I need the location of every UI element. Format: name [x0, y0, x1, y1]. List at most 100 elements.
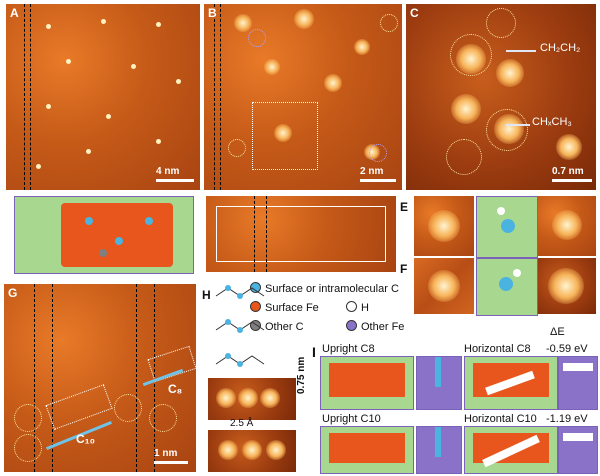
upright-c8-side-model	[416, 356, 462, 410]
highlight-circle	[450, 34, 492, 76]
panel-b-stm-image: B 2 nm	[204, 4, 402, 190]
adsorbate-spot	[176, 79, 181, 84]
upright-c10-label: Upright C10	[322, 413, 381, 425]
horizontal-c8-model	[464, 356, 558, 410]
adsorbate-blob	[274, 124, 292, 142]
c10-highlight-box	[45, 384, 113, 430]
panel-b-guide-line	[214, 4, 215, 190]
hydrogen-swatch-icon	[346, 301, 357, 312]
horizontal-c10-label: Horizontal C10	[464, 413, 537, 425]
carbon-atom	[499, 277, 513, 291]
height-label: 0.75 nm	[296, 356, 307, 394]
simulated-stm-strip	[206, 196, 396, 272]
horizontal-c8-side-model	[558, 356, 598, 410]
zoom-region-box	[252, 102, 318, 170]
legend-item-other-fe: Other Fe	[346, 320, 404, 333]
adsorbate-spot	[106, 114, 111, 119]
highlight-circle	[446, 139, 482, 175]
panel-c-stm-zoom: C CH₂CH₂ CHₓCH₃ 0.7 nm	[406, 4, 596, 190]
adsorbate-spot	[66, 59, 71, 64]
upright-c10-side-model	[416, 426, 462, 474]
adsorbate-blob	[234, 14, 252, 32]
panel-b-label: B	[208, 6, 217, 20]
panel-c-label: C	[410, 6, 419, 20]
feature	[216, 388, 236, 408]
adsorbate-spot	[36, 164, 41, 169]
panel-g-guide-line	[34, 284, 35, 472]
fe-layer	[329, 433, 405, 463]
feature	[266, 440, 286, 460]
highlight-circle	[486, 109, 528, 151]
surface-c-swatch-icon	[250, 282, 261, 293]
other-c-swatch-icon	[250, 320, 261, 331]
carbon-atom	[145, 217, 153, 225]
feature	[218, 440, 238, 460]
fe-layer	[61, 203, 173, 267]
legend-item-surface-c: Surface or intramolecular C	[250, 282, 399, 295]
adsorbate-blob	[354, 39, 370, 55]
adsorbate-blob	[324, 74, 342, 92]
panel-i-label: I	[312, 344, 316, 360]
panel-c-scale-bar: 0.7 nm	[552, 166, 592, 182]
panel-h-label: H	[202, 288, 211, 302]
panel-e-stm	[414, 196, 474, 256]
feature	[242, 440, 262, 460]
panel-f-stm	[414, 258, 474, 314]
feature	[260, 388, 280, 408]
molecule-feature	[428, 210, 460, 242]
legend-item-h: H	[346, 301, 369, 314]
adsorbate-spot	[131, 64, 136, 69]
adsorbate-spot	[46, 24, 51, 29]
chain	[563, 433, 593, 441]
panel-g-stm-image: C₁₀ C₈ G 1 nm	[4, 284, 196, 472]
simulated-feature	[552, 210, 582, 240]
panel-f-label: F	[400, 262, 408, 276]
highlight-circle	[114, 394, 142, 422]
chain	[435, 427, 441, 457]
chain	[563, 363, 593, 371]
panel-e-label: E	[400, 200, 409, 214]
panel-g-label: G	[8, 286, 18, 300]
panel-e-simulated	[538, 196, 596, 256]
c10-label: C₁₀	[76, 432, 96, 446]
legend-item-surface-fe: Surface Fe	[250, 301, 319, 314]
carbon-atom	[501, 219, 515, 233]
carbon-atom	[85, 217, 93, 225]
panel-g-scale-bar: 1 nm	[154, 448, 188, 464]
feature	[238, 388, 258, 408]
horizontal-c10-side-model	[558, 426, 598, 474]
adsorbate-spot	[156, 139, 161, 144]
panel-a-scale-bar: 4 nm	[156, 166, 194, 182]
surface-fe-swatch-icon	[250, 301, 261, 312]
simulated-feature	[548, 268, 584, 304]
panel-g-guide-line	[52, 284, 53, 472]
delta-e-header: ΔE	[550, 326, 565, 338]
panel-b-guide-line	[220, 4, 221, 190]
panel-h-chain-schematic	[215, 285, 265, 367]
adsorbate-spot	[101, 19, 106, 24]
highlight-circle	[149, 404, 177, 432]
upright-c10-model	[320, 426, 414, 474]
molecule-feature	[428, 270, 460, 302]
adsorbate-spot	[46, 104, 51, 109]
panel-a-guide-line	[24, 4, 25, 190]
adsorbate-blob	[264, 59, 280, 75]
c10-energy-value: -1.19 eV	[546, 413, 588, 425]
panel-a-label: A	[10, 6, 19, 20]
ethyl-feature	[451, 94, 481, 124]
panel-e-model	[476, 196, 538, 258]
horizontal-c8-label: Horizontal C8	[464, 343, 531, 355]
hydrogen-atom	[513, 269, 521, 277]
hydrogen-atom	[497, 207, 505, 215]
upright-c8-label: Upright C8	[322, 343, 375, 355]
strip-guide-line	[266, 196, 267, 272]
spacing-label: 2.5 Å	[230, 418, 254, 429]
panel-a-stm-image: A 4 nm	[6, 4, 200, 190]
highlight-circle	[369, 144, 387, 162]
strip-frame	[216, 206, 386, 262]
strip-guide-line	[254, 196, 255, 272]
adsorbate-blob	[294, 9, 314, 29]
panel-f-model	[476, 258, 538, 316]
highlight-circle	[14, 404, 42, 432]
panel-f-simulated	[538, 258, 596, 314]
